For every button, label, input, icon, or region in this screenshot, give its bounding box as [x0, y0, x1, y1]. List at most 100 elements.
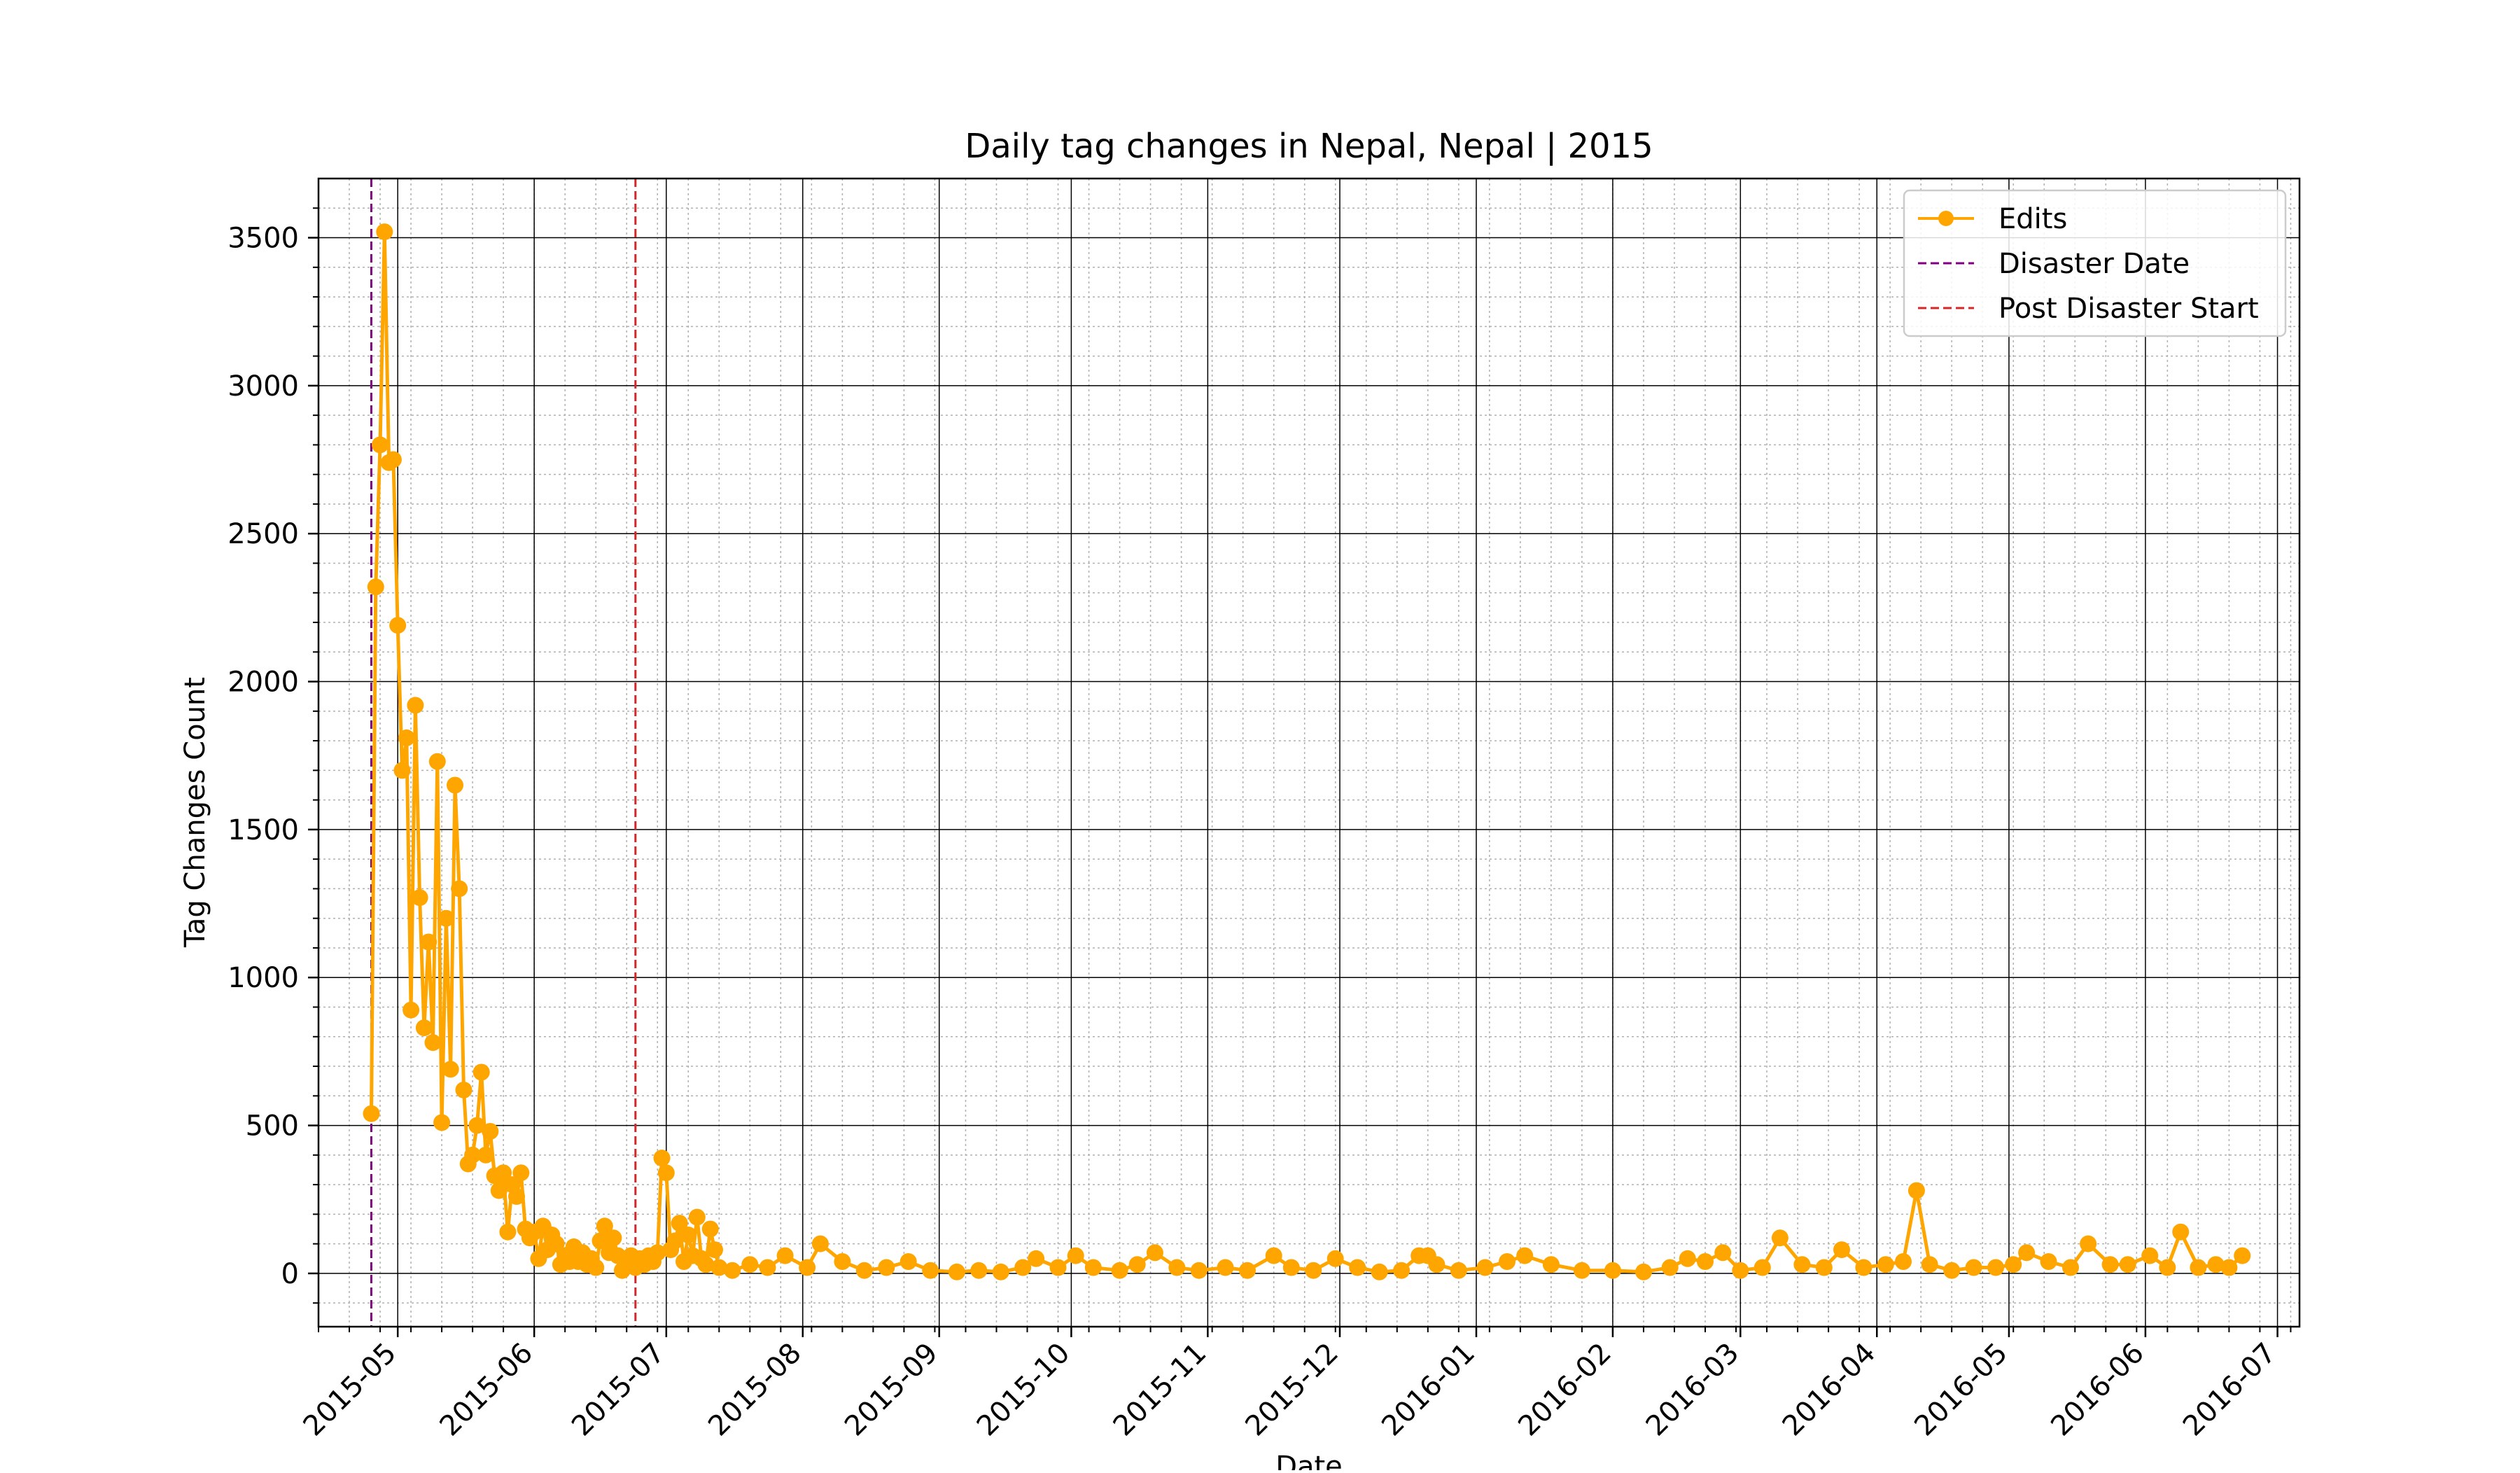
edits-point: [2101, 1256, 2119, 1273]
x-axis-label: Date: [1275, 1451, 1343, 1470]
legend-post-disaster-label: Post Disaster Start: [1998, 293, 2259, 325]
edits-point: [1084, 1259, 1102, 1276]
edits-point: [878, 1259, 895, 1276]
legend: Edits Disaster Date Post Disaster Start: [1903, 189, 2287, 337]
edits-point: [1714, 1244, 1732, 1262]
edits-point: [451, 880, 468, 898]
edits-point: [402, 1001, 420, 1019]
edits-point: [657, 1164, 675, 1182]
edits-point: [393, 762, 411, 779]
y-axis-label: Tag Changes Count: [179, 677, 211, 948]
edits-point: [2062, 1259, 2079, 1276]
edits-series: [363, 223, 2251, 1280]
edits-point: [1635, 1263, 1652, 1280]
edits-point: [433, 1114, 451, 1131]
edits-point: [2040, 1253, 2057, 1270]
edits-point: [653, 1150, 671, 1167]
edits-point: [2119, 1256, 2136, 1273]
edits-point: [1516, 1247, 1534, 1264]
edits-point: [1239, 1262, 1256, 1279]
edits-point: [1049, 1259, 1067, 1276]
edits-point: [1499, 1253, 1516, 1270]
edits-point: [1282, 1259, 1300, 1276]
y-axis-ticks: 0 500 1000 1500 2000 2500 3000 3500: [227, 207, 318, 1304]
edits-point: [1476, 1259, 1494, 1276]
edits-point: [1895, 1253, 1912, 1270]
edits-point: [592, 1232, 609, 1250]
edits-point: [1833, 1241, 1850, 1259]
edits-point: [1661, 1259, 1679, 1276]
edits-point: [680, 1227, 697, 1243]
edits-point: [407, 697, 424, 714]
edits-point: [1771, 1229, 1788, 1247]
edits-point: [376, 223, 393, 241]
edits-point: [1111, 1262, 1128, 1279]
plot-frame: [317, 177, 2301, 1328]
edits-point: [811, 1235, 829, 1252]
edits-point: [1190, 1262, 1208, 1279]
edits-point: [1326, 1250, 1344, 1267]
edits-point: [490, 1182, 507, 1199]
edits-point: [447, 776, 463, 794]
edits-point: [428, 753, 446, 770]
edits-point: [424, 1034, 442, 1052]
edits-point: [1877, 1256, 1894, 1273]
legend-edits-label: Edits: [1998, 203, 2067, 235]
y-tick-label: 3000: [227, 370, 299, 403]
y-tick-label: 500: [246, 1110, 299, 1143]
edits-point: [1697, 1253, 1714, 1270]
chart-title: Daily tag changes in Nepal, Nepal | 2015: [965, 127, 1653, 166]
edits-point: [411, 889, 428, 907]
legend-box: [1903, 189, 2287, 337]
y-tick-label: 2500: [227, 518, 299, 550]
edits-point: [442, 1061, 459, 1078]
edits-point: [948, 1263, 965, 1280]
edits-point: [992, 1263, 1009, 1280]
edits-point: [2141, 1247, 2159, 1264]
edits-point: [1542, 1256, 1560, 1273]
edits-point: [415, 1019, 433, 1037]
edits-point: [605, 1229, 622, 1247]
edits-point: [970, 1262, 988, 1279]
edits-point: [1305, 1262, 1322, 1279]
edits-point: [464, 1146, 482, 1164]
edits-point: [1168, 1259, 1186, 1276]
edits-point: [367, 578, 384, 596]
edits-point: [1987, 1259, 2005, 1276]
edits-point: [2207, 1256, 2225, 1273]
edits-point: [1146, 1244, 1163, 1262]
edits-point: [1679, 1250, 1696, 1267]
edits-point: [688, 1208, 706, 1226]
edits-point: [710, 1259, 728, 1276]
edits-point: [666, 1232, 684, 1250]
edits-point: [2159, 1259, 2176, 1276]
edits-point: [1907, 1182, 1925, 1199]
reference-lines: [370, 179, 637, 1327]
edits-point: [508, 1188, 525, 1205]
edits-point: [438, 909, 455, 927]
y-tick-label: 2000: [227, 666, 299, 699]
y-tick-label: 0: [281, 1258, 299, 1290]
edits-point: [799, 1259, 816, 1276]
y-tick-label: 1000: [227, 962, 299, 994]
edits-point: [1604, 1262, 1621, 1279]
edits-point: [1943, 1262, 1961, 1279]
edits-point: [372, 436, 388, 454]
edits-point: [899, 1253, 917, 1270]
edits-point: [512, 1164, 530, 1182]
edits-point: [1815, 1259, 1833, 1276]
edits-point: [1393, 1262, 1410, 1279]
edits-point: [1921, 1256, 1938, 1273]
edits-point: [1128, 1256, 1146, 1273]
edits-point: [724, 1262, 741, 1279]
edits-point: [1349, 1259, 1366, 1276]
edits-point: [482, 1123, 499, 1140]
edits-point: [697, 1256, 715, 1273]
edits-point: [834, 1253, 851, 1270]
edits-point: [1793, 1256, 1811, 1273]
edits-point: [1028, 1250, 1045, 1267]
edits-point: [2172, 1223, 2190, 1241]
edits-point: [671, 1215, 688, 1232]
edits-point: [649, 1244, 666, 1262]
